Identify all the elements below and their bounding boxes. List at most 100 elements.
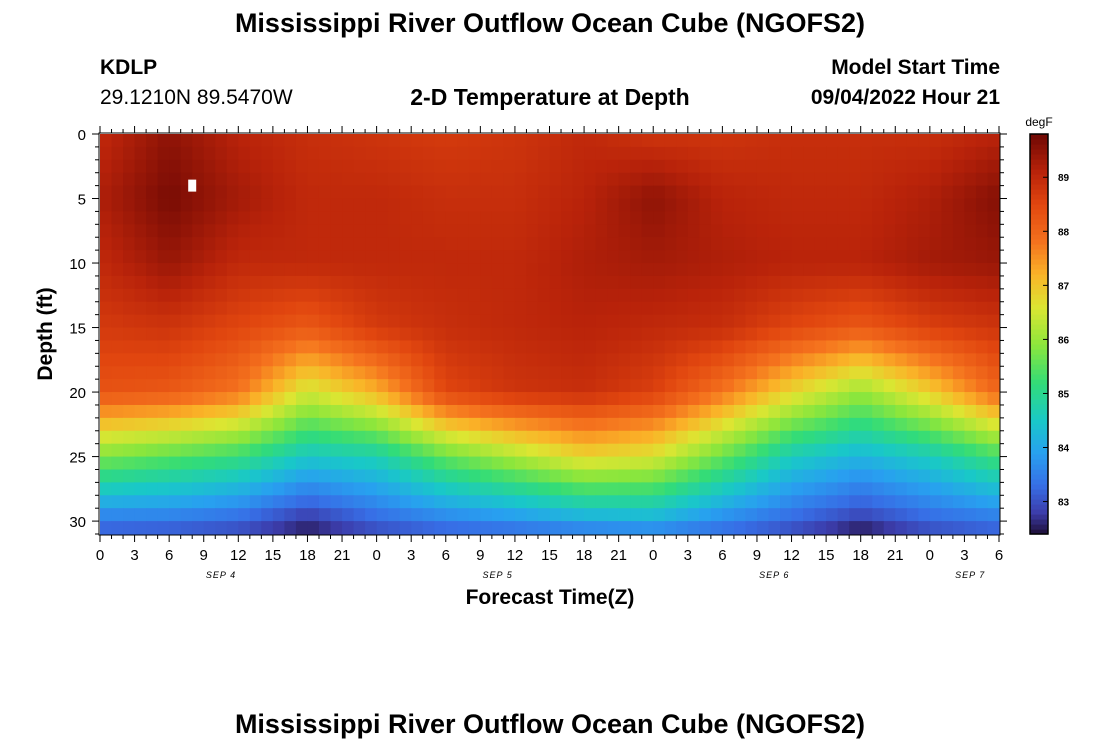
heatmap-cell [261, 521, 274, 535]
heatmap-cell [733, 134, 747, 148]
heatmap-cell [468, 263, 481, 277]
heatmap-cell [411, 495, 424, 509]
heatmap-cell [503, 482, 516, 496]
heatmap-cell [468, 495, 481, 509]
heatmap-cell [307, 495, 320, 509]
heatmap-cell [699, 237, 712, 251]
heatmap-cell [215, 288, 228, 303]
heatmap-cell [526, 211, 539, 225]
heatmap-cell [676, 366, 689, 380]
heatmap-cell [399, 521, 412, 535]
heatmap-cell [457, 288, 470, 303]
heatmap-cell [272, 146, 286, 161]
heatmap-cell [215, 456, 228, 471]
heatmap-cell [111, 404, 124, 419]
heatmap-cell [561, 366, 574, 380]
heatmap-cell [342, 392, 355, 406]
heatmap-cell [987, 469, 1000, 483]
heatmap-cell [491, 159, 504, 174]
heatmap-cell [756, 404, 770, 419]
heatmap-cell [837, 417, 850, 432]
heatmap-cell [572, 301, 585, 316]
heatmap-cell [226, 185, 239, 200]
heatmap-cell [192, 301, 205, 316]
heatmap-cell [411, 443, 424, 458]
heatmap-cell [445, 482, 458, 496]
heatmap-cell [111, 392, 124, 406]
heatmap-cell [353, 469, 366, 483]
heatmap-cell [918, 482, 931, 496]
heatmap-cell [607, 146, 620, 161]
heatmap-cell [872, 211, 885, 225]
heatmap-cell [203, 275, 216, 290]
colorbar-tick-label: 88 [1058, 227, 1070, 238]
heatmap-cell [987, 224, 1000, 238]
heatmap-cell [872, 443, 885, 458]
heatmap-cell [895, 250, 908, 264]
heatmap-cell [572, 314, 585, 329]
colorbar-segment [1030, 529, 1048, 535]
heatmap-cell [895, 353, 908, 367]
heatmap-cell [883, 250, 896, 264]
heatmap-cell [676, 482, 689, 496]
heatmap-cell [975, 275, 989, 290]
heatmap-cell [376, 379, 389, 393]
heatmap-cell [365, 224, 378, 238]
heatmap-cell [941, 456, 954, 471]
colorbar-segment [1030, 254, 1048, 260]
heatmap-cell [468, 301, 481, 316]
heatmap-cell [203, 366, 216, 380]
heatmap-cell [342, 404, 355, 419]
heatmap-cell [987, 443, 1000, 458]
heatmap-cell [964, 146, 977, 161]
heatmap-cell [226, 224, 239, 238]
heatmap-cell [572, 288, 585, 303]
heatmap-cell [618, 146, 631, 161]
heatmap-cell [572, 430, 585, 445]
heatmap-cell [929, 469, 942, 483]
heatmap-cell [330, 288, 343, 303]
heatmap-cell [687, 159, 700, 174]
heatmap-cell [146, 482, 159, 496]
heatmap-cell [226, 275, 239, 290]
heatmap-cell [123, 288, 136, 303]
heatmap-cell [952, 430, 966, 445]
colorbar-segment [1030, 329, 1048, 335]
heatmap-cell [537, 495, 551, 509]
heatmap-cell [826, 353, 839, 367]
heatmap-cell [607, 185, 620, 200]
heatmap-cell [941, 392, 954, 406]
heatmap-cell [399, 327, 412, 342]
heatmap-cell [537, 392, 551, 406]
heatmap-cell [457, 430, 470, 445]
heatmap-cell [192, 495, 205, 509]
heatmap-cell [595, 211, 608, 225]
heatmap-cell [353, 250, 366, 264]
heatmap-cell [353, 366, 366, 380]
heatmap-cell [561, 224, 574, 238]
heatmap-cell [330, 146, 343, 161]
date-label: SEP 6 [759, 570, 789, 580]
heatmap-cell [480, 508, 493, 522]
heatmap-cell [791, 366, 804, 380]
heatmap-cell [318, 353, 332, 367]
heatmap-cell [307, 443, 320, 458]
heatmap-cell [780, 146, 793, 161]
heatmap-cell [929, 379, 942, 393]
heatmap-cell [572, 327, 585, 342]
heatmap-cell [365, 430, 378, 445]
heatmap-cell [388, 237, 401, 251]
heatmap-cell [399, 495, 412, 509]
colorbar-segment [1030, 364, 1048, 370]
heatmap-cell [941, 340, 954, 354]
heatmap-cell [123, 250, 136, 264]
heatmap-cell [526, 146, 539, 161]
x-tick-label: 15 [541, 547, 558, 564]
heatmap-cell [123, 379, 136, 393]
heatmap-cell [895, 237, 908, 251]
colorbar-segment [1030, 509, 1048, 515]
heatmap-cell [699, 443, 712, 458]
heatmap-cell [100, 340, 113, 354]
heatmap-cell [964, 379, 977, 393]
heatmap-cell [780, 224, 793, 238]
